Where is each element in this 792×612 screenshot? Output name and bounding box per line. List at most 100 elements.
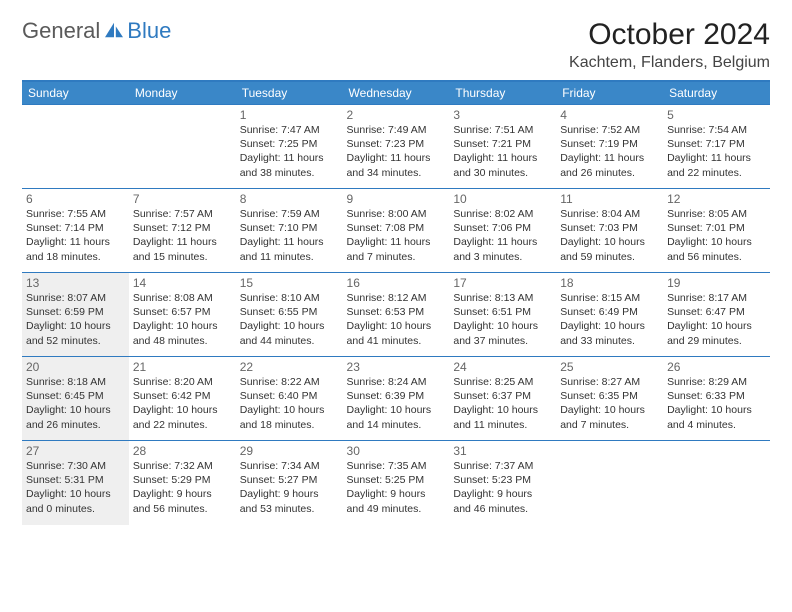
- calendar-cell: 30Sunrise: 7:35 AMSunset: 5:25 PMDayligh…: [343, 441, 450, 525]
- calendar-cell: 7Sunrise: 7:57 AMSunset: 7:12 PMDaylight…: [129, 189, 236, 273]
- calendar-cell: 20Sunrise: 8:18 AMSunset: 6:45 PMDayligh…: [22, 357, 129, 441]
- day-number: 29: [240, 444, 339, 458]
- daylight-line: Daylight: 11 hours and 3 minutes.: [453, 235, 552, 263]
- day-number: 8: [240, 192, 339, 206]
- daylight-line: Daylight: 9 hours and 46 minutes.: [453, 487, 552, 515]
- sunset-line: Sunset: 6:40 PM: [240, 389, 339, 403]
- daylight-line: Daylight: 10 hours and 41 minutes.: [347, 319, 446, 347]
- sunset-line: Sunset: 6:45 PM: [26, 389, 125, 403]
- day-number: 28: [133, 444, 232, 458]
- sunrise-line: Sunrise: 8:29 AM: [667, 375, 766, 389]
- sunset-line: Sunset: 5:29 PM: [133, 473, 232, 487]
- calendar-week-row: 27Sunrise: 7:30 AMSunset: 5:31 PMDayligh…: [22, 441, 770, 525]
- day-number: 1: [240, 108, 339, 122]
- day-number: 16: [347, 276, 446, 290]
- sunrise-line: Sunrise: 8:10 AM: [240, 291, 339, 305]
- sunrise-line: Sunrise: 7:59 AM: [240, 207, 339, 221]
- month-title: October 2024: [569, 18, 770, 52]
- calendar-week-row: 20Sunrise: 8:18 AMSunset: 6:45 PM Dayligh…: [22, 357, 770, 441]
- calendar-week-row: 13Sunrise: 8:07 AMSunset: 6:59 PMDayligh…: [22, 273, 770, 357]
- sunset-line: Sunset: 6:37 PM: [453, 389, 552, 403]
- calendar-cell: [22, 105, 129, 189]
- calendar-cell: 28Sunrise: 7:32 AMSunset: 5:29 PMDayligh…: [129, 441, 236, 525]
- sunrise-line: Sunrise: 8:07 AM: [26, 291, 125, 305]
- day-number: 23: [347, 360, 446, 374]
- calendar-cell: 14Sunrise: 8:08 AMSunset: 6:57 PMDayligh…: [129, 273, 236, 357]
- sunset-line: Sunset: 7:14 PM: [26, 221, 125, 235]
- day-number: 13: [26, 276, 125, 290]
- sunset-line: Sunset: 6:51 PM: [453, 305, 552, 319]
- calendar-cell: 22Sunrise: 8:22 AMSunset: 6:40 PMDayligh…: [236, 357, 343, 441]
- sunrise-line: Sunrise: 7:51 AM: [453, 123, 552, 137]
- daylight-line: Daylight: 10 hours and 7 minutes.: [560, 403, 659, 431]
- sunrise-line: Sunrise: 8:15 AM: [560, 291, 659, 305]
- day-number: 26: [667, 360, 766, 374]
- sunrise-line: Sunrise: 8:18 AM: [26, 375, 125, 389]
- sunrise-line: Sunrise: 7:54 AM: [667, 123, 766, 137]
- sunset-line: Sunset: 6:59 PM: [26, 305, 125, 319]
- sunrise-line: Sunrise: 7:55 AM: [26, 207, 125, 221]
- calendar-cell: 27Sunrise: 7:30 AMSunset: 5:31 PMDayligh…: [22, 441, 129, 525]
- column-header: Saturday: [663, 81, 770, 105]
- sunrise-line: Sunrise: 7:32 AM: [133, 459, 232, 473]
- calendar-cell: 10Sunrise: 8:02 AMSunset: 7:06 PMDayligh…: [449, 189, 556, 273]
- sunrise-line: Sunrise: 8:17 AM: [667, 291, 766, 305]
- sunrise-line: Sunrise: 7:52 AM: [560, 123, 659, 137]
- sunrise-line: Sunrise: 8:04 AM: [560, 207, 659, 221]
- day-number: 11: [560, 192, 659, 206]
- daylight-line: Daylight: 11 hours and 15 minutes.: [133, 235, 232, 263]
- sunset-line: Sunset: 6:39 PM: [347, 389, 446, 403]
- calendar-cell: 8Sunrise: 7:59 AMSunset: 7:10 PMDaylight…: [236, 189, 343, 273]
- column-header: Friday: [556, 81, 663, 105]
- sunrise-line: Sunrise: 8:13 AM: [453, 291, 552, 305]
- daylight-line: Daylight: 10 hours and 4 minutes.: [667, 403, 766, 431]
- column-header: Wednesday: [343, 81, 450, 105]
- sunrise-line: Sunrise: 7:34 AM: [240, 459, 339, 473]
- calendar-cell: 17Sunrise: 8:13 AMSunset: 6:51 PMDayligh…: [449, 273, 556, 357]
- sunrise-line: Sunrise: 8:20 AM: [133, 375, 232, 389]
- calendar-cell: [556, 441, 663, 525]
- location-label: Kachtem, Flanders, Belgium: [569, 54, 770, 72]
- sunset-line: Sunset: 6:49 PM: [560, 305, 659, 319]
- day-number: 25: [560, 360, 659, 374]
- sunset-line: Sunset: 5:27 PM: [240, 473, 339, 487]
- header: General Blue October 2024 Kachtem, Fland…: [22, 18, 770, 72]
- daylight-line: Daylight: 11 hours and 18 minutes.: [26, 235, 125, 263]
- day-number: 3: [453, 108, 552, 122]
- sunset-line: Sunset: 7:10 PM: [240, 221, 339, 235]
- day-number: 5: [667, 108, 766, 122]
- calendar-cell: 4Sunrise: 7:52 AMSunset: 7:19 PMDaylight…: [556, 105, 663, 189]
- sunset-line: Sunset: 6:47 PM: [667, 305, 766, 319]
- column-header: Sunday: [22, 81, 129, 105]
- calendar-cell: 25Sunrise: 8:27 AMSunset: 6:35 PMDayligh…: [556, 357, 663, 441]
- calendar-cell: 24Sunrise: 8:25 AMSunset: 6:37 PMDayligh…: [449, 357, 556, 441]
- column-header: Tuesday: [236, 81, 343, 105]
- calendar-week-row: 1Sunrise: 7:47 AMSunset: 7:25 PM Daylight…: [22, 105, 770, 189]
- calendar-cell: 5Sunrise: 7:54 AMSunset: 7:17 PMDaylight…: [663, 105, 770, 189]
- sunrise-line: Sunrise: 8:24 AM: [347, 375, 446, 389]
- sunset-line: Sunset: 5:25 PM: [347, 473, 446, 487]
- day-number: 4: [560, 108, 659, 122]
- daylight-line: Daylight: 10 hours and 52 minutes.: [26, 319, 125, 347]
- sunset-line: Sunset: 7:03 PM: [560, 221, 659, 235]
- title-block: October 2024 Kachtem, Flanders, Belgium: [569, 18, 770, 72]
- sunrise-line: Sunrise: 8:25 AM: [453, 375, 552, 389]
- daylight-line: Daylight: 11 hours and 7 minutes.: [347, 235, 446, 263]
- calendar-cell: 12Sunrise: 8:05 AMSunset: 7:01 PMDayligh…: [663, 189, 770, 273]
- sunset-line: Sunset: 7:25 PM: [240, 137, 339, 151]
- sunrise-line: Sunrise: 7:47 AM: [240, 123, 339, 137]
- sunrise-line: Sunrise: 7:30 AM: [26, 459, 125, 473]
- sunset-line: Sunset: 6:33 PM: [667, 389, 766, 403]
- sunset-line: Sunset: 7:23 PM: [347, 137, 446, 151]
- calendar-cell: 19Sunrise: 8:17 AMSunset: 6:47 PMDayligh…: [663, 273, 770, 357]
- sunset-line: Sunset: 7:21 PM: [453, 137, 552, 151]
- daylight-line: Daylight: 11 hours and 22 minutes.: [667, 151, 766, 179]
- sunset-line: Sunset: 7:01 PM: [667, 221, 766, 235]
- daylight-line: Daylight: 10 hours and 33 minutes.: [560, 319, 659, 347]
- day-number: 24: [453, 360, 552, 374]
- calendar-cell: 29Sunrise: 7:34 AMSunset: 5:27 PMDayligh…: [236, 441, 343, 525]
- day-number: 20: [26, 360, 125, 374]
- daylight-line: Daylight: 11 hours and 26 minutes.: [560, 151, 659, 179]
- sunrise-line: Sunrise: 8:27 AM: [560, 375, 659, 389]
- day-number: 19: [667, 276, 766, 290]
